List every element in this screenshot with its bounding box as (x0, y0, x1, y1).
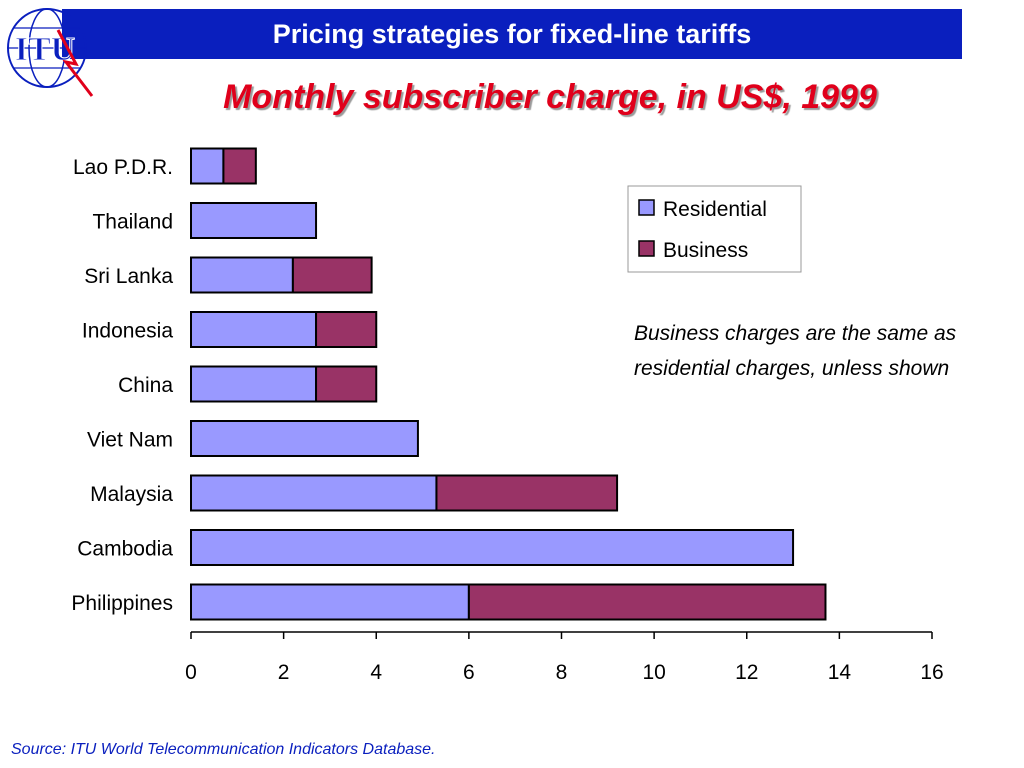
category-label: Malaysia (90, 483, 173, 506)
bar-business-3 (315, 311, 378, 348)
category-label: Lao P.D.R. (73, 156, 173, 179)
bar-residential-1 (190, 202, 318, 239)
chart-title: Monthly subscriber charge, in US$, 1999 (223, 78, 877, 116)
legend-label: Business (663, 239, 748, 262)
bar-residential-5 (190, 420, 419, 457)
bar-residential-4 (190, 365, 318, 403)
x-tick-label: 14 (828, 661, 852, 684)
x-tick-label: 12 (735, 661, 758, 684)
source-citation: Source: ITU World Telecommunication Indi… (11, 741, 436, 758)
category-labels: Lao P.D.R. Thailand Sri Lanka Indonesia Chin… (71, 156, 173, 615)
header-bar: Pricing strategies for fixed-line tariff… (62, 9, 962, 59)
itu-logo: ITU (7, 8, 94, 97)
bar-business-4 (315, 365, 378, 403)
bar-residential-7 (190, 529, 795, 566)
chart-note: Business charges are the same as residen… (634, 322, 957, 380)
category-label: Cambodia (77, 538, 173, 561)
legend-label: Residential (663, 198, 767, 221)
legend: Residential Business (627, 185, 802, 273)
legend-box (627, 185, 802, 273)
category-label: Indonesia (82, 320, 173, 343)
legend-swatch (638, 199, 655, 216)
bar-residential-6 (190, 474, 438, 512)
bar-business-0 (222, 147, 257, 185)
x-tick-label: 0 (185, 661, 197, 684)
x-tick-label: 2 (278, 661, 290, 684)
x-tick-label: 4 (370, 661, 382, 684)
x-tick-label: 10 (642, 661, 665, 684)
bar-business-2 (291, 256, 373, 294)
slide-title: Pricing strategies for fixed-line tariff… (272, 19, 752, 49)
bar-business-6 (435, 474, 619, 512)
x-axis: 0 2 4 6 8 10 12 14 16 (185, 631, 944, 684)
bar-business-8 (467, 583, 827, 621)
x-tick-label: 16 (920, 661, 943, 684)
bar-group (190, 147, 827, 621)
category-label: Sri Lanka (84, 265, 173, 288)
x-tick-label: 8 (556, 661, 568, 684)
bar-residential-3 (190, 311, 318, 348)
category-label: China (118, 374, 173, 397)
category-label: Philippines (71, 592, 173, 615)
bar-residential-2 (190, 256, 294, 294)
bar-residential-8 (190, 583, 470, 621)
category-label: Thailand (92, 211, 173, 234)
x-tick-label: 6 (463, 661, 475, 684)
bar-residential-0 (190, 147, 225, 185)
legend-swatch (638, 240, 655, 257)
category-label: Viet Nam (87, 429, 173, 452)
